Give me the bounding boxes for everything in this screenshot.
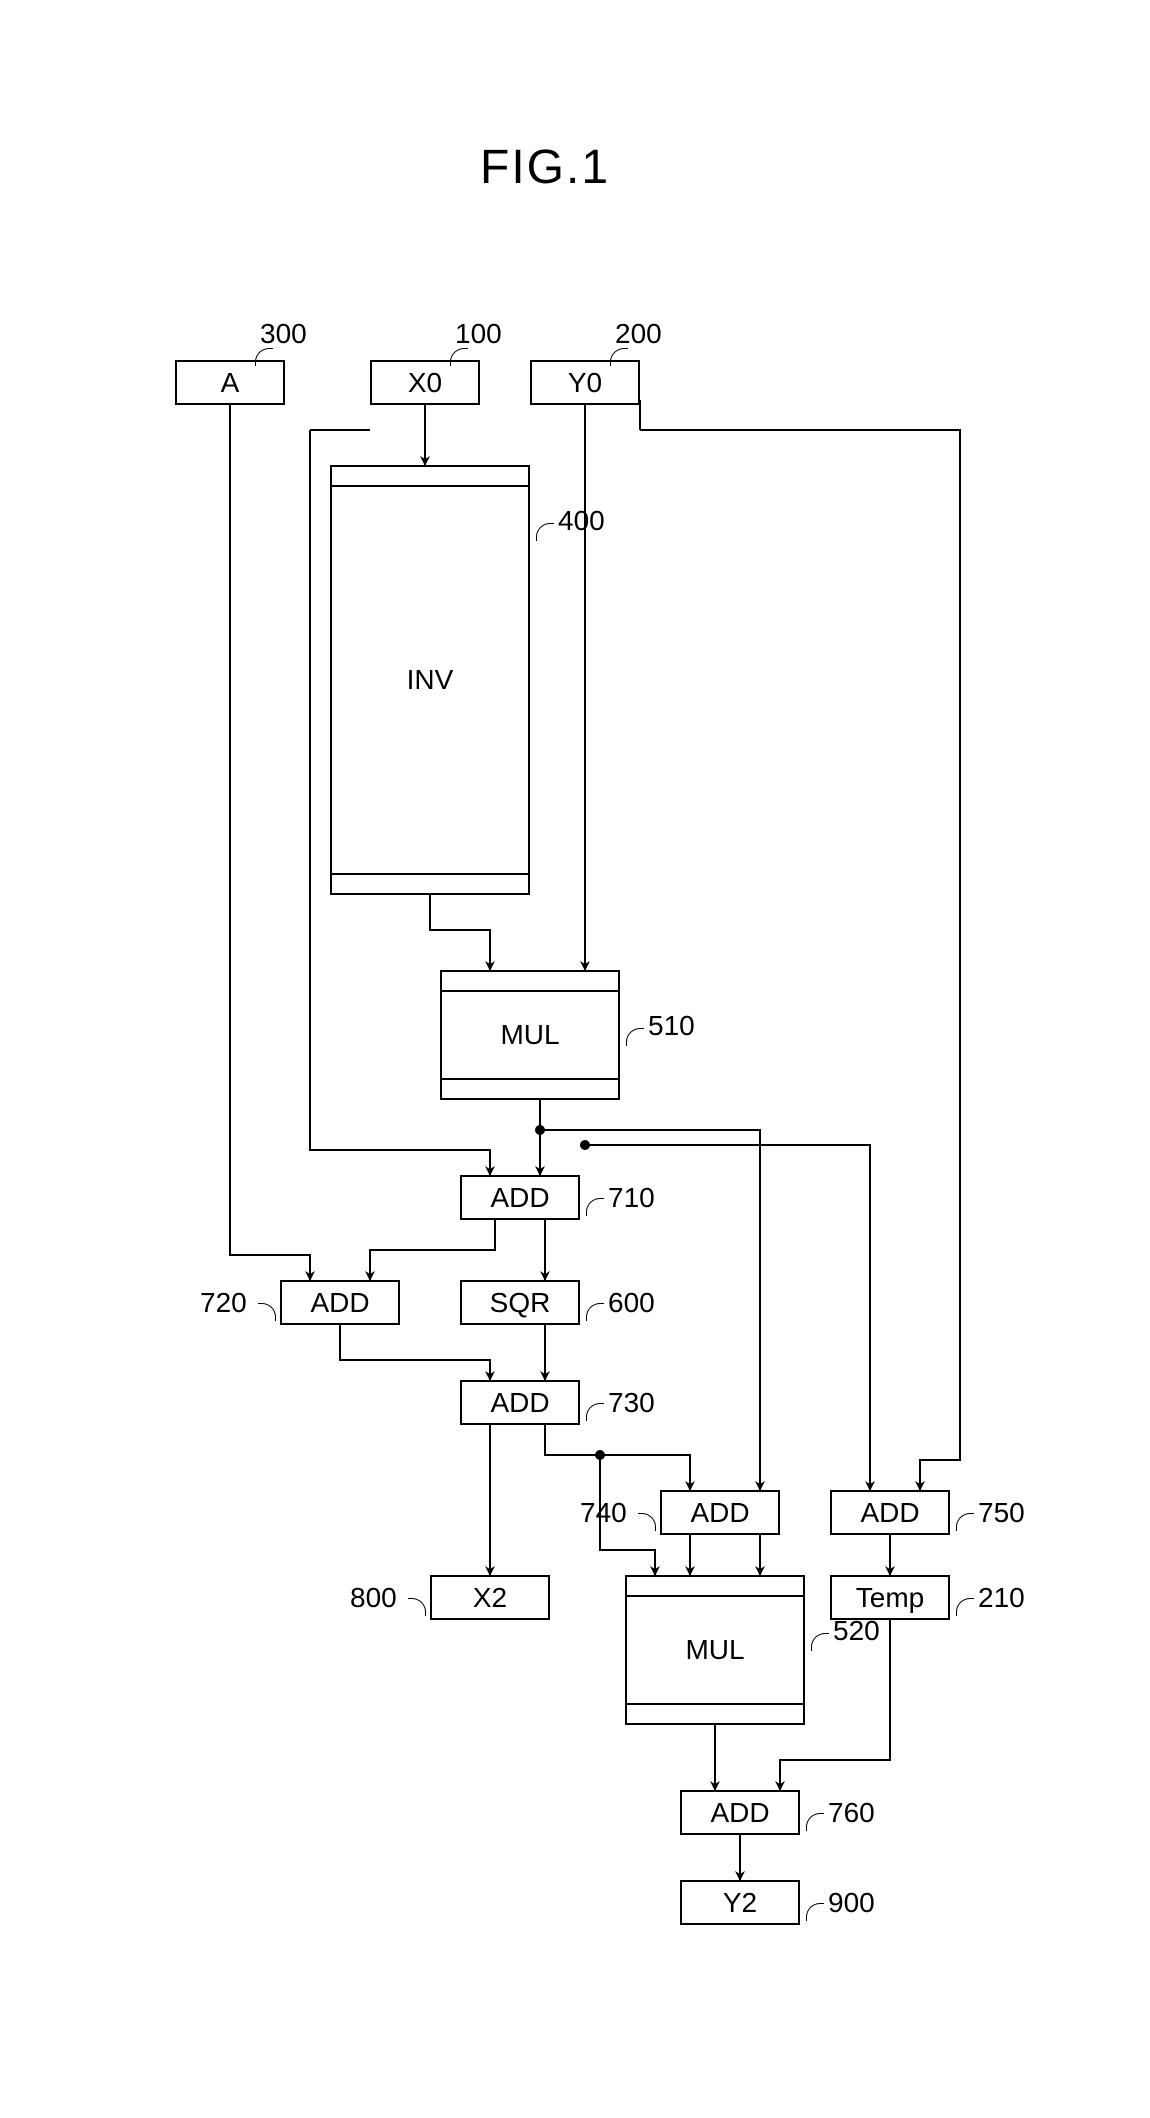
node-ADD4: ADD xyxy=(660,1490,780,1535)
ref-label-ADD6: 760 xyxy=(828,1797,875,1829)
node-label: X2 xyxy=(473,1582,507,1614)
node-MUL2: MUL xyxy=(625,1575,805,1725)
node-label: ADD xyxy=(710,1797,769,1829)
figure-title: FIG.1 xyxy=(480,140,610,195)
node-label: MUL xyxy=(685,1634,744,1666)
ref-label-X0: 100 xyxy=(455,318,502,350)
ref-leader-X0 xyxy=(450,348,468,366)
node-label: Temp xyxy=(856,1582,924,1614)
node-ADD5: ADD xyxy=(830,1490,950,1535)
node-Y2: Y2 xyxy=(680,1880,800,1925)
ref-leader-ADD6 xyxy=(806,1813,824,1831)
node-A: A xyxy=(175,360,285,405)
node-Temp: Temp xyxy=(830,1575,950,1620)
node-label: SQR xyxy=(490,1287,551,1319)
ref-leader-Temp xyxy=(956,1598,974,1616)
ref-label-ADD3: 730 xyxy=(608,1387,655,1419)
ref-leader-SQR xyxy=(586,1303,604,1321)
ref-leader-INV xyxy=(536,523,554,541)
ref-label-X2: 800 xyxy=(350,1582,397,1614)
ref-label-Y0: 200 xyxy=(615,318,662,350)
node-label: ADD xyxy=(690,1497,749,1529)
node-Y0: Y0 xyxy=(530,360,640,405)
node-label: INV xyxy=(407,664,454,696)
node-label: ADD xyxy=(490,1387,549,1419)
node-label: Y2 xyxy=(723,1887,757,1919)
ref-label-A: 300 xyxy=(260,318,307,350)
ref-leader-ADD5 xyxy=(956,1513,974,1531)
ref-label-Temp: 210 xyxy=(978,1582,1025,1614)
ref-leader-ADD4 xyxy=(638,1513,656,1531)
ref-label-Y2: 900 xyxy=(828,1887,875,1919)
ref-label-ADD1: 710 xyxy=(608,1182,655,1214)
ref-label-INV: 400 xyxy=(558,505,605,537)
node-INV: INV xyxy=(330,465,530,895)
node-label: Y0 xyxy=(568,367,602,399)
node-label: ADD xyxy=(490,1182,549,1214)
ref-leader-MUL1 xyxy=(626,1028,644,1046)
node-ADD3: ADD xyxy=(460,1380,580,1425)
ref-leader-ADD3 xyxy=(586,1403,604,1421)
ref-label-ADD5: 750 xyxy=(978,1497,1025,1529)
diagram-canvas: FIG.1 A 300 X0 100 Y0 200 INV 400 MUL 510 ADD 710 AD… xyxy=(0,0,1150,2118)
ref-leader-A xyxy=(255,348,273,366)
node-label: ADD xyxy=(310,1287,369,1319)
node-label: MUL xyxy=(500,1019,559,1051)
ref-leader-X2 xyxy=(408,1598,426,1616)
node-label: ADD xyxy=(860,1497,919,1529)
node-SQR: SQR xyxy=(460,1280,580,1325)
ref-leader-MUL2 xyxy=(811,1633,829,1651)
node-ADD1: ADD xyxy=(460,1175,580,1220)
ref-leader-ADD1 xyxy=(586,1198,604,1216)
node-label: A xyxy=(221,367,240,399)
ref-label-ADD4: 740 xyxy=(580,1497,627,1529)
ref-label-MUL2: 520 xyxy=(833,1615,880,1647)
ref-label-SQR: 600 xyxy=(608,1287,655,1319)
node-ADD2: ADD xyxy=(280,1280,400,1325)
ref-leader-Y0 xyxy=(610,348,628,366)
ref-label-MUL1: 510 xyxy=(648,1010,695,1042)
ref-leader-Y2 xyxy=(806,1903,824,1921)
node-ADD6: ADD xyxy=(680,1790,800,1835)
ref-label-ADD2: 720 xyxy=(200,1287,247,1319)
node-X2: X2 xyxy=(430,1575,550,1620)
node-X0: X0 xyxy=(370,360,480,405)
node-label: X0 xyxy=(408,367,442,399)
node-MUL1: MUL xyxy=(440,970,620,1100)
ref-leader-ADD2 xyxy=(258,1303,276,1321)
